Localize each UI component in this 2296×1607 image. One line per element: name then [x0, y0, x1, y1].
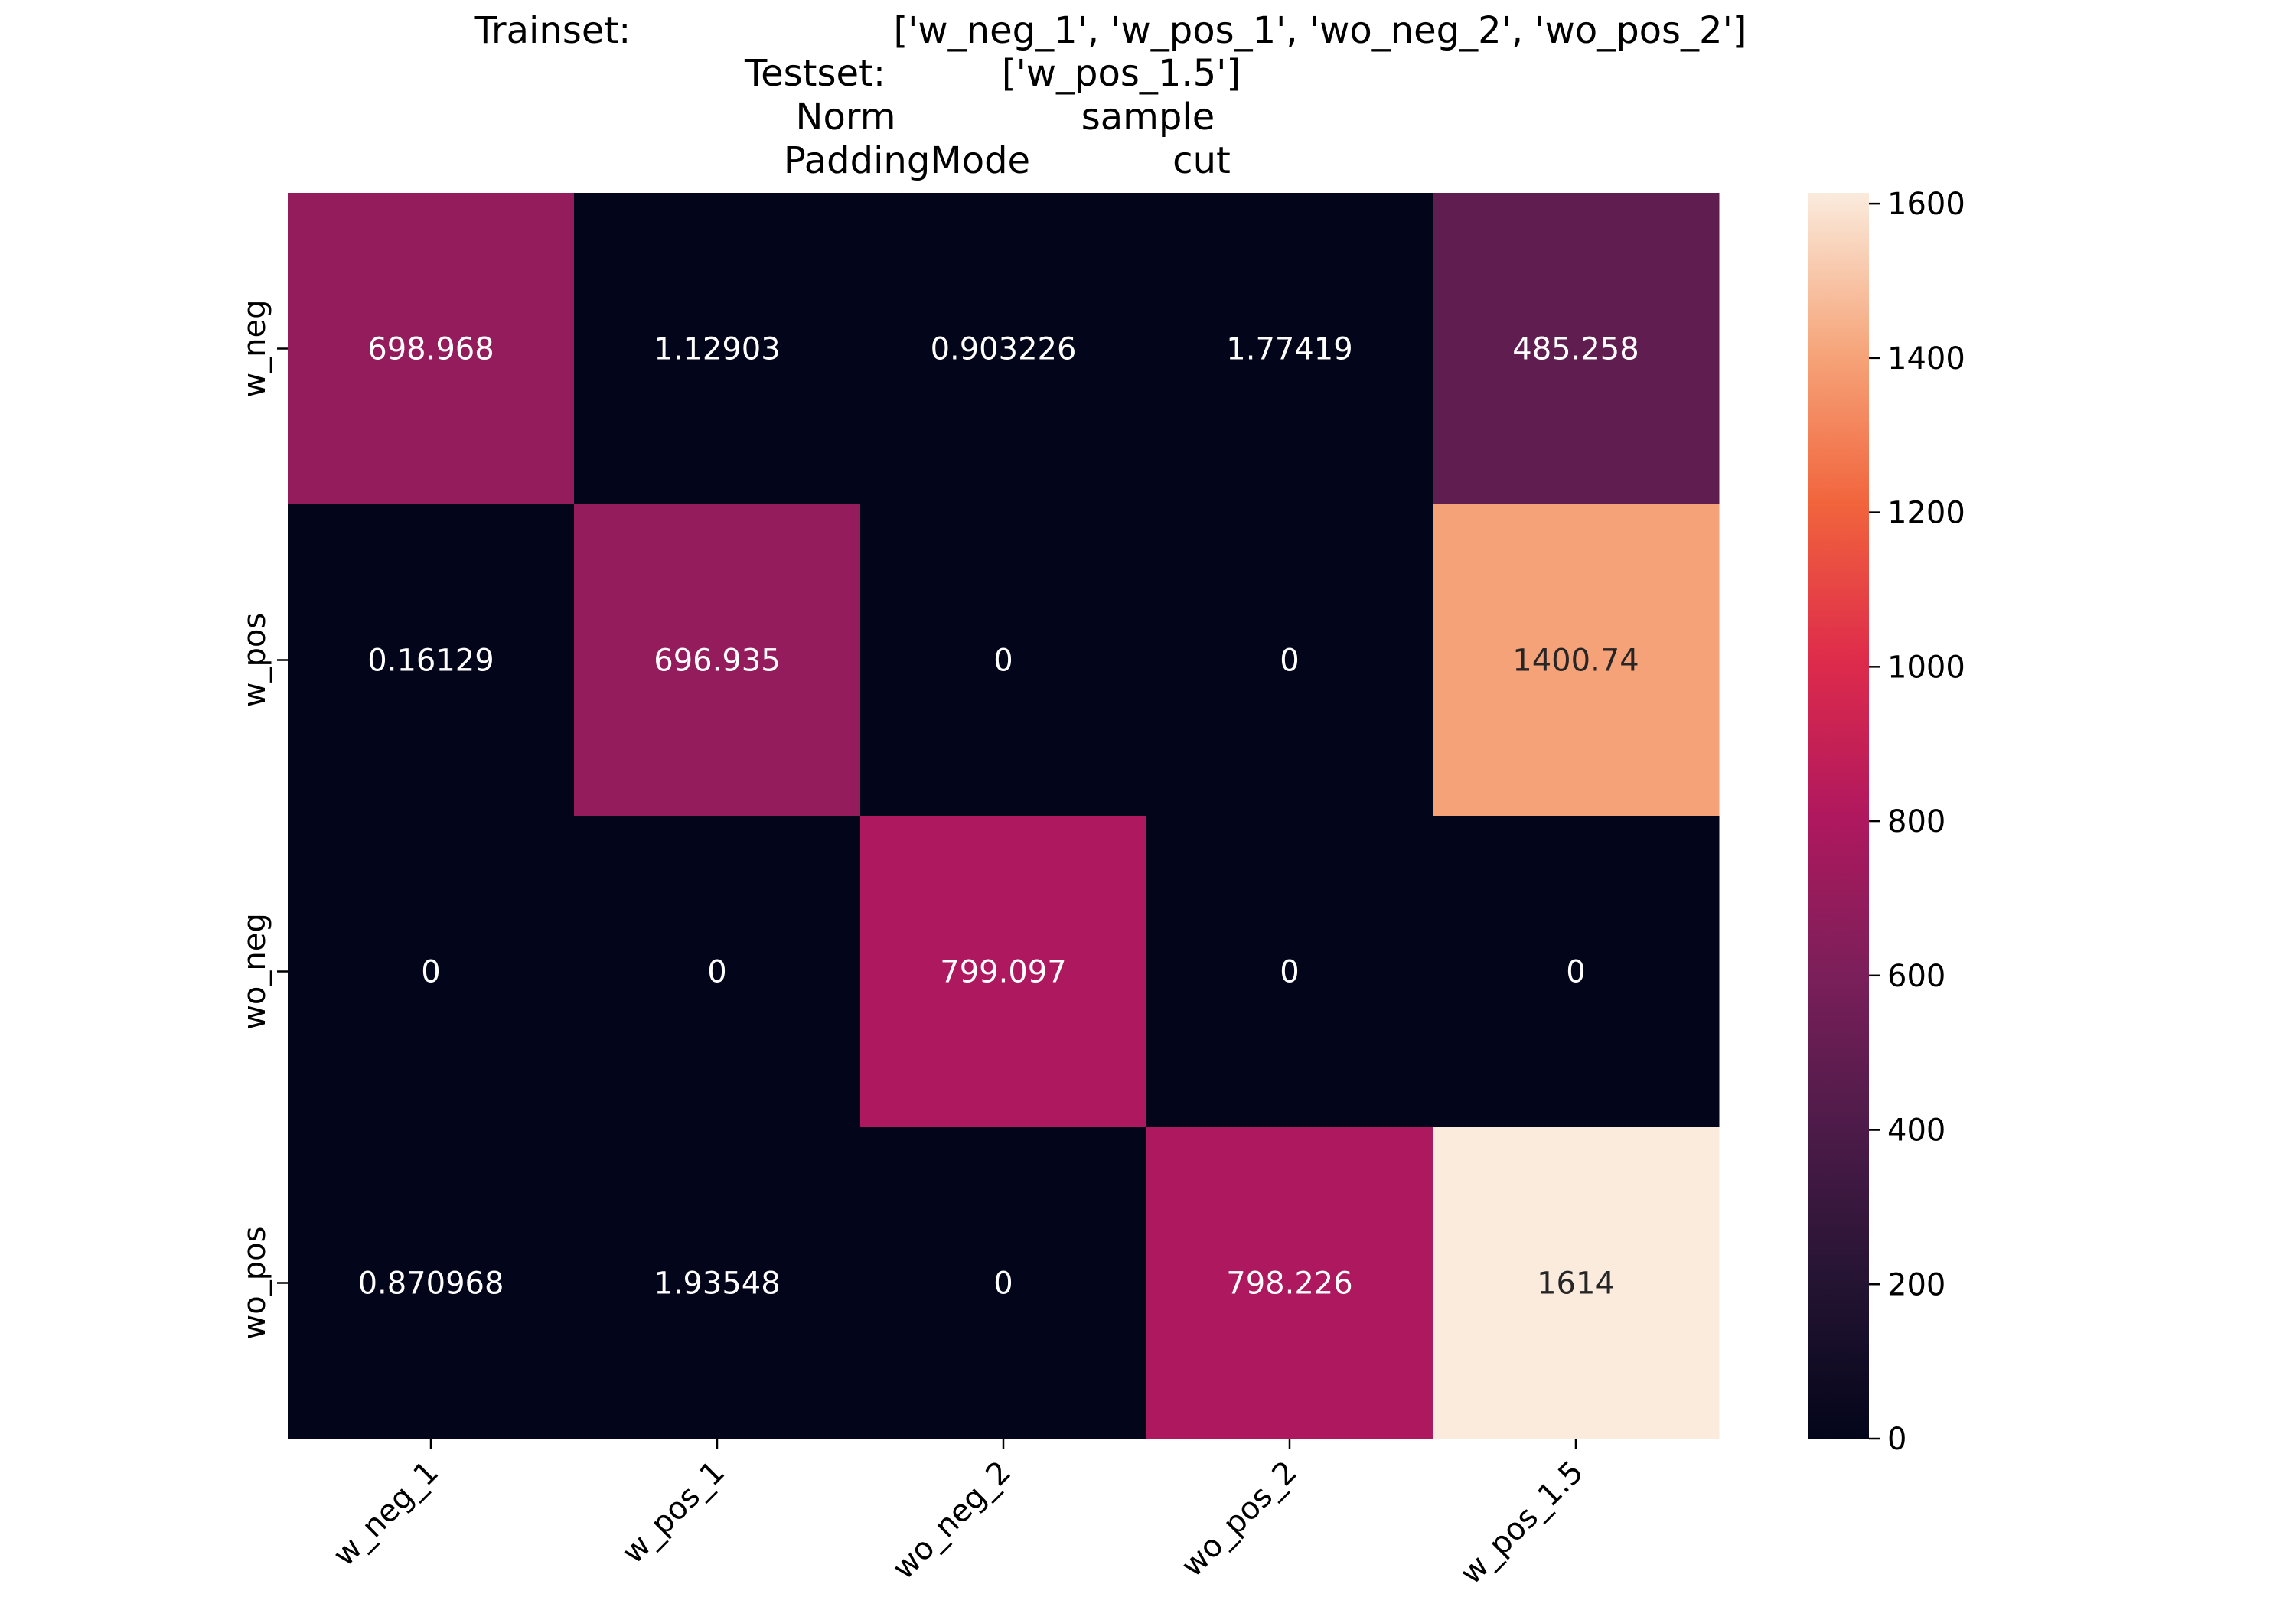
colorbar-tick-label: 0	[1887, 1422, 1906, 1457]
cell-value-label: 698.968	[367, 332, 494, 367]
colorbar-tick-label: 800	[1887, 804, 1945, 839]
heatmap-cell	[288, 504, 575, 817]
cell-value-label: 0.16129	[367, 644, 494, 679]
x-tick-label: w_pos_1.5	[1453, 1455, 1590, 1592]
heatmap-cell	[1146, 816, 1433, 1128]
y-tick-label: w_pos	[237, 613, 272, 707]
cell-value-label: 0	[1280, 955, 1299, 990]
colorbar-tick-label: 600	[1887, 959, 1945, 994]
cell-value-label: 0	[993, 644, 1013, 679]
title-line-3-value: sample	[1081, 96, 1215, 139]
heatmap-cell	[574, 1127, 861, 1439]
title-line-2-value: ['w_pos_1.5']	[1002, 52, 1241, 95]
cell-value-label: 1.77419	[1226, 332, 1352, 367]
heatmap-cell	[574, 816, 861, 1128]
heatmap-cell	[1146, 504, 1433, 817]
colorbar-tick-label: 200	[1887, 1267, 1945, 1302]
cell-value-label: 1400.74	[1512, 644, 1639, 679]
heatmap-cell	[1433, 504, 1720, 817]
chart-title: Trainset: ['w_neg_1', 'w_pos_1', 'wo_neg_…	[474, 9, 1747, 182]
cell-value-label: 1.93548	[654, 1266, 780, 1302]
title-line-4-value: cut	[1172, 139, 1231, 182]
cell-value-label: 799.097	[940, 955, 1066, 990]
y-axis: w_neg w_pos wo_neg wo_pos	[237, 299, 288, 1339]
cell-value-label: 0.870968	[358, 1266, 504, 1302]
x-tick-label: wo_pos_2	[1175, 1455, 1304, 1584]
heatmap-cell	[1433, 193, 1720, 505]
heatmap-cell	[860, 193, 1147, 505]
heatmap-cell	[288, 1127, 575, 1439]
title-line-4-label: PaddingMode	[784, 139, 1030, 182]
heatmap-cell	[1433, 816, 1720, 1128]
colorbar-tick-label: 1400	[1887, 341, 1965, 376]
cell-value-label: 0	[1566, 955, 1585, 990]
cell-value-label: 0.903226	[931, 332, 1077, 367]
colorbar-tick-label: 1200	[1887, 496, 1965, 531]
cell-value-label: 485.258	[1512, 332, 1639, 367]
x-tick-label: w_neg_1	[327, 1455, 445, 1573]
colorbar-tick-label: 1000	[1887, 650, 1965, 685]
cell-value-label: 1.12903	[654, 332, 780, 367]
colorbar-tick-label: 400	[1887, 1113, 1945, 1149]
heatmap-cell	[860, 816, 1147, 1128]
title-line-1-value: ['w_neg_1', 'w_pos_1', 'wo_neg_2', 'wo_p…	[893, 9, 1746, 52]
title-line-2-label: Testset:	[744, 52, 885, 95]
heatmap-cell	[574, 504, 861, 817]
heatmap-cell	[288, 193, 575, 505]
heatmap-cell	[574, 193, 861, 505]
cell-value-label: 1614	[1537, 1266, 1615, 1302]
cell-value-label: 0	[1280, 644, 1299, 679]
x-tick-label: wo_neg_2	[886, 1455, 1019, 1587]
colorbar-gradient	[1808, 193, 1869, 1439]
cell-value-label: 0	[993, 1266, 1013, 1302]
y-tick-label: wo_neg	[237, 913, 272, 1030]
heatmap-cell	[860, 1127, 1147, 1439]
heatmap-cells: 698.968 1.12903 0.903226 1.77419 485.258 0.16…	[288, 193, 1720, 1439]
cell-value-label: 0	[421, 955, 440, 990]
cell-value-label: 696.935	[654, 644, 780, 679]
x-axis: w_neg_1 w_pos_1 wo_neg_2 wo_pos_2 w_pos_1.5	[327, 1439, 1590, 1591]
heatmap-cell	[1146, 193, 1433, 505]
colorbar: 0 200 400 600 800 1000 1200 1400 1600	[1808, 187, 1965, 1457]
title-line-1-label: Trainset:	[474, 9, 631, 52]
y-tick-label: w_neg	[237, 299, 272, 397]
heatmap-cell	[1433, 1127, 1720, 1439]
colorbar-tick-label: 1600	[1887, 187, 1965, 222]
heatmap-cell	[860, 504, 1147, 817]
cell-value-label: 0	[707, 955, 726, 990]
heatmap-cell	[1146, 1127, 1433, 1439]
x-tick-label: w_pos_1	[615, 1455, 732, 1571]
y-tick-label: wo_pos	[237, 1227, 272, 1340]
cell-value-label: 798.226	[1226, 1266, 1352, 1302]
title-line-3-label: Norm	[796, 96, 896, 139]
heatmap-cell	[288, 816, 575, 1128]
